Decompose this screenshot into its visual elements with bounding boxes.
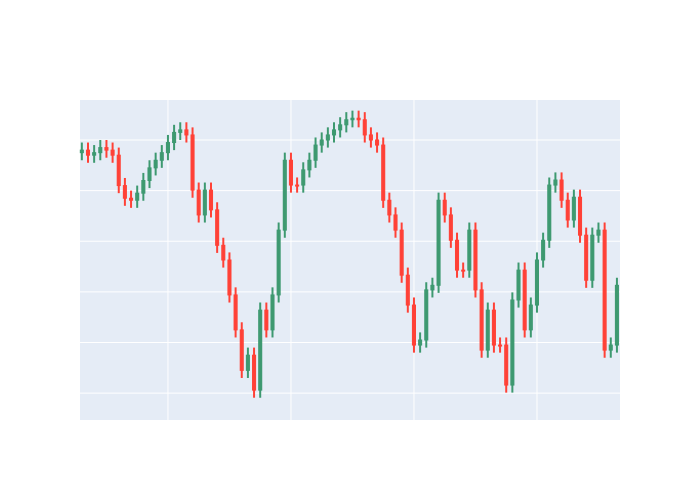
candle-body xyxy=(233,294,238,331)
candle-body xyxy=(331,129,337,136)
candle-body xyxy=(528,304,533,331)
candle-body xyxy=(522,269,527,331)
candle-body xyxy=(553,179,558,186)
candle-body xyxy=(252,354,257,391)
candle-body xyxy=(534,259,540,306)
candle-body xyxy=(571,196,576,221)
candle-body xyxy=(442,199,447,216)
candle-body xyxy=(590,234,595,281)
candle-body xyxy=(301,169,306,186)
candle-body xyxy=(375,139,380,146)
candle-body xyxy=(387,199,392,216)
candle-body xyxy=(430,284,435,291)
candle-body xyxy=(221,244,226,261)
candle-body xyxy=(196,189,201,216)
candle-body xyxy=(381,144,386,201)
candle-body xyxy=(547,184,552,241)
candle-body xyxy=(418,339,423,346)
candle-body xyxy=(596,229,601,236)
candle-body xyxy=(368,134,373,141)
candle-body xyxy=(178,129,183,133)
candle-body xyxy=(473,229,478,291)
candle-body xyxy=(565,199,570,221)
candle-body xyxy=(504,344,509,386)
candle-body xyxy=(436,199,441,286)
candle-body xyxy=(141,180,146,194)
candle-body xyxy=(584,234,589,281)
candle-body xyxy=(159,152,164,161)
candle-body xyxy=(448,214,453,241)
candle-body xyxy=(356,117,361,121)
candle-body xyxy=(276,229,281,296)
candle-body xyxy=(313,144,318,161)
candle-body xyxy=(405,274,410,306)
candle-body xyxy=(227,259,232,296)
candle-body xyxy=(498,344,503,347)
candle-body xyxy=(608,344,613,351)
candle-body xyxy=(172,131,177,144)
candle-body xyxy=(135,192,140,201)
plot-area xyxy=(80,100,620,420)
candle-body xyxy=(295,184,300,187)
candle-body xyxy=(454,239,460,271)
candle-body xyxy=(165,142,170,154)
candle-body xyxy=(258,309,263,391)
candle-body xyxy=(116,154,121,187)
candle-body xyxy=(479,289,484,351)
candle-body xyxy=(424,289,429,341)
candle-body xyxy=(491,309,496,346)
candle-body xyxy=(461,269,466,272)
candle-body xyxy=(602,229,607,351)
candle-body xyxy=(270,294,275,331)
candle-body xyxy=(344,119,349,126)
candle-body xyxy=(614,284,619,346)
candle-body xyxy=(467,229,472,271)
candle-body xyxy=(264,309,269,331)
candle-body xyxy=(541,239,546,261)
candle-body xyxy=(399,229,404,276)
candle-body xyxy=(245,354,250,371)
candle-body xyxy=(110,149,115,156)
candle-body xyxy=(319,139,324,146)
candle-body xyxy=(104,147,109,151)
candle-body xyxy=(190,134,195,191)
candle-body xyxy=(208,189,214,211)
candle-body xyxy=(79,149,84,154)
candle-body xyxy=(282,159,287,231)
candle-body xyxy=(307,159,312,171)
candle-body xyxy=(122,185,127,199)
candle-body xyxy=(485,309,490,351)
candle-body xyxy=(325,134,330,141)
candle-body xyxy=(215,209,220,246)
candle-body xyxy=(239,329,244,371)
candle-body xyxy=(510,299,515,386)
candle-body xyxy=(202,189,207,216)
candle-body xyxy=(98,147,103,154)
candle-body xyxy=(393,214,398,231)
candle-body xyxy=(153,159,158,169)
candle-body xyxy=(129,197,134,201)
candle-body xyxy=(516,269,521,301)
candle-body xyxy=(288,159,293,186)
candle-body xyxy=(147,167,152,182)
candle-body xyxy=(559,179,564,201)
candle-body xyxy=(92,152,97,156)
candle-body xyxy=(85,149,91,156)
candle-body xyxy=(362,119,367,136)
candle-body xyxy=(411,304,417,346)
candle-body xyxy=(350,117,355,121)
candle-body xyxy=(577,196,583,236)
candle-body xyxy=(338,124,343,131)
candle-body xyxy=(184,129,189,136)
